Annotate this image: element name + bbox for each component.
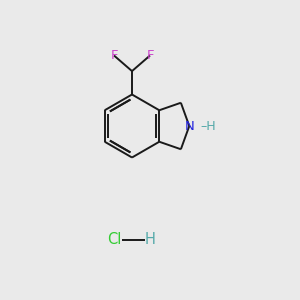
Text: H: H [145, 232, 155, 247]
Text: F: F [146, 49, 154, 62]
Text: Cl: Cl [107, 232, 121, 247]
Text: N: N [184, 119, 194, 133]
Text: F: F [110, 49, 118, 62]
Text: –H: –H [201, 119, 216, 133]
